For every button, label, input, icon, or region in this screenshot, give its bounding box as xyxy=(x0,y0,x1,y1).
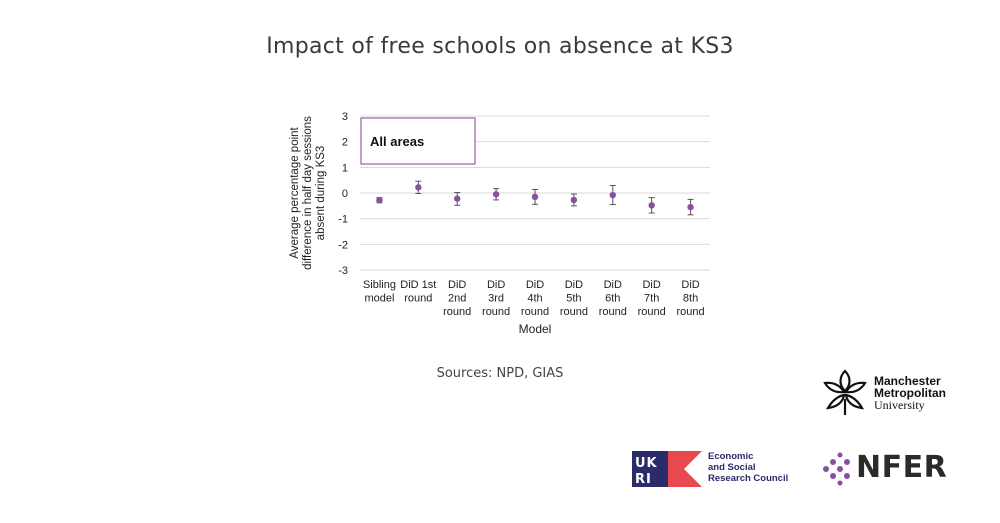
x-tick-label: round xyxy=(521,306,549,318)
x-tick-label: DiD xyxy=(487,279,505,291)
data-point-group xyxy=(376,196,383,204)
mmu-flower-icon xyxy=(823,369,867,415)
x-tick-label: DiD xyxy=(604,279,622,291)
x-tick-label: 5th xyxy=(566,293,581,305)
esrc-line-1: Economic xyxy=(708,451,754,462)
data-point xyxy=(492,191,500,198)
nfer-dots-icon xyxy=(823,452,850,486)
mmu-line-1: Manchester xyxy=(874,374,941,388)
data-point-group xyxy=(454,191,461,206)
data-point xyxy=(570,196,578,204)
x-axis-label: Model xyxy=(519,322,552,336)
data-point-group xyxy=(648,197,655,214)
mmu-line-3: University xyxy=(874,398,925,412)
data-point xyxy=(376,196,383,204)
x-tick-label: round xyxy=(482,306,510,318)
x-tick-label: Sibling xyxy=(363,279,396,291)
mmu-logo: Manchester Metropolitan University xyxy=(820,367,990,419)
data-point-group xyxy=(687,198,694,216)
x-tick-label: DiD xyxy=(526,279,544,291)
ukri-logo-icon: UK RI xyxy=(632,451,702,487)
y-axis-label: Average percentage point difference in ha… xyxy=(289,116,327,270)
y-tick-label: 0 xyxy=(342,188,348,200)
x-tick-label: DiD xyxy=(681,279,699,291)
y-tick-label: 2 xyxy=(342,137,348,149)
nfer-logo: NFER xyxy=(822,450,967,488)
x-tick-label: DiD xyxy=(448,279,466,291)
data-point-group xyxy=(415,180,422,195)
y-tick-label: -1 xyxy=(338,214,348,226)
x-tick-label: 8th xyxy=(683,293,698,305)
data-point xyxy=(687,203,694,211)
x-tick-label: round xyxy=(560,306,588,318)
x-tick-label: 3rd xyxy=(488,293,504,305)
ukri-esrc-logo: UK RI Economic and Social Research Counc… xyxy=(632,449,792,489)
data-points xyxy=(376,180,694,216)
y-tick-label: -3 xyxy=(338,265,348,277)
x-tick-label: model xyxy=(364,293,394,305)
x-tick-label: DiD xyxy=(642,279,660,291)
mmu-line-2: Metropolitan xyxy=(874,386,946,400)
page-title: Impact of free schools on absence at KS3 xyxy=(266,34,734,59)
svg-text:RI: RI xyxy=(635,472,652,487)
y-axis-label-line: Average percentage point xyxy=(289,126,301,258)
x-tick-label: DiD xyxy=(565,279,583,291)
data-point-group xyxy=(609,185,616,206)
x-tick-label: round xyxy=(676,306,704,318)
x-tick-label: DiD 1st xyxy=(400,279,436,291)
x-tick-label: round xyxy=(599,306,627,318)
data-point-group xyxy=(570,193,578,207)
data-point-group xyxy=(531,188,539,205)
y-axis-label-line: absent during KS3 xyxy=(315,146,327,241)
data-point xyxy=(609,191,616,199)
y-tick-labels: 3 2 1 0 -1 -2 -3 xyxy=(338,111,348,277)
data-point xyxy=(454,195,461,202)
data-point xyxy=(531,193,539,201)
y-axis-label-line: difference in half day sessions xyxy=(302,116,314,270)
x-tick-label: 4th xyxy=(527,293,542,305)
x-tick-label: round xyxy=(638,306,666,318)
annotation-box-frame xyxy=(360,117,476,165)
chart: Average percentage point difference in ha… xyxy=(289,111,710,336)
svg-text:UK: UK xyxy=(635,456,658,471)
sources-note: Sources: NPD, GIAS xyxy=(436,366,564,381)
data-point xyxy=(415,184,422,191)
y-tick-label: 1 xyxy=(342,162,348,174)
x-tick-label: 6th xyxy=(605,293,620,305)
annotation-label: All areas xyxy=(370,134,424,149)
esrc-line-3: Research Council xyxy=(708,473,789,484)
x-tick-label: round xyxy=(443,306,471,318)
esrc-line-2: and Social xyxy=(708,462,756,473)
x-tick-label: 7th xyxy=(644,293,659,305)
y-tick-label: 3 xyxy=(342,111,348,123)
data-point xyxy=(648,202,655,209)
annotation-box: All areas xyxy=(360,117,476,165)
nfer-wordmark: NFER xyxy=(856,450,948,485)
y-tick-label: -2 xyxy=(338,239,348,251)
data-point-group xyxy=(492,188,500,201)
x-tick-label: round xyxy=(404,293,432,305)
x-tick-label: 2nd xyxy=(448,293,466,305)
